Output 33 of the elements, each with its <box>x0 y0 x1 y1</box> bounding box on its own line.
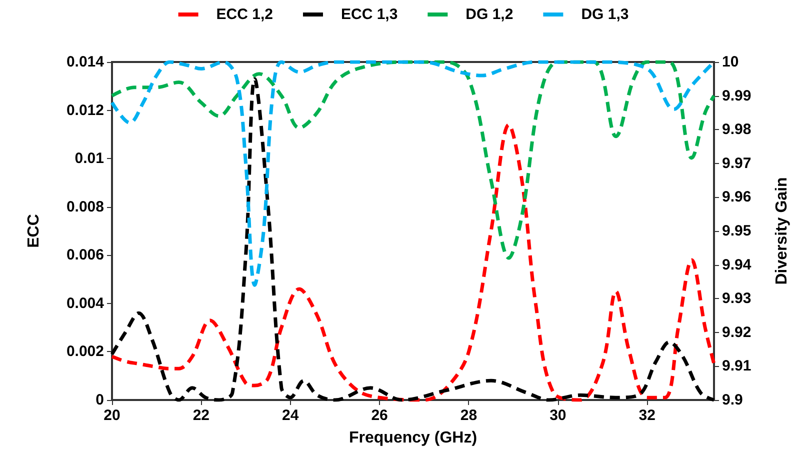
y2-tick-label: 9.9 <box>722 392 743 408</box>
y-tick-label: 0.014 <box>66 54 105 70</box>
y2-tick-label: 9.93 <box>722 290 752 308</box>
x-tick-label: 32 <box>638 407 656 424</box>
x-tick-label: 28 <box>460 407 478 424</box>
y2-tick-label: 9.97 <box>722 154 752 172</box>
y2-tick-label: 9.92 <box>722 324 752 341</box>
y-tick-label: 0.01 <box>74 150 104 168</box>
y2-tick-label: 9.96 <box>722 188 752 206</box>
legend-label: DG 1,3 <box>581 6 629 23</box>
y-tick-label: 0 <box>96 392 104 408</box>
y2-tick-label: 9.95 <box>722 222 752 240</box>
x-tick-label: 20 <box>104 407 120 424</box>
legend-label: ECC 1,3 <box>340 6 398 23</box>
legend-label: DG 1,2 <box>466 6 514 23</box>
y2-tick-label: 9.98 <box>722 121 752 138</box>
y-axis-title: ECC <box>26 214 42 248</box>
x-tick-label: 24 <box>282 407 300 424</box>
y-tick-label: 0.006 <box>66 246 104 264</box>
y2-axis-title: Diversity Gain <box>774 177 790 285</box>
y-tick-label: 0.012 <box>66 102 104 119</box>
x-tick-label: 30 <box>550 407 566 424</box>
y2-tick-label: 9.91 <box>722 358 752 375</box>
y2-tick-label: 9.99 <box>722 87 752 104</box>
x-tick-label: 22 <box>192 407 210 424</box>
y2-tick-label: 9.94 <box>722 256 752 274</box>
y-tick-label: 0.004 <box>66 294 105 312</box>
y-tick-label: 0.008 <box>66 198 104 216</box>
y2-tick-label: 10 <box>722 54 739 70</box>
legend-label: ECC 1,2 <box>216 6 273 23</box>
x-tick-label: 26 <box>371 407 388 424</box>
y-tick-label: 0.002 <box>66 343 104 360</box>
x-axis-title: Frequency (GHz) <box>348 430 478 446</box>
